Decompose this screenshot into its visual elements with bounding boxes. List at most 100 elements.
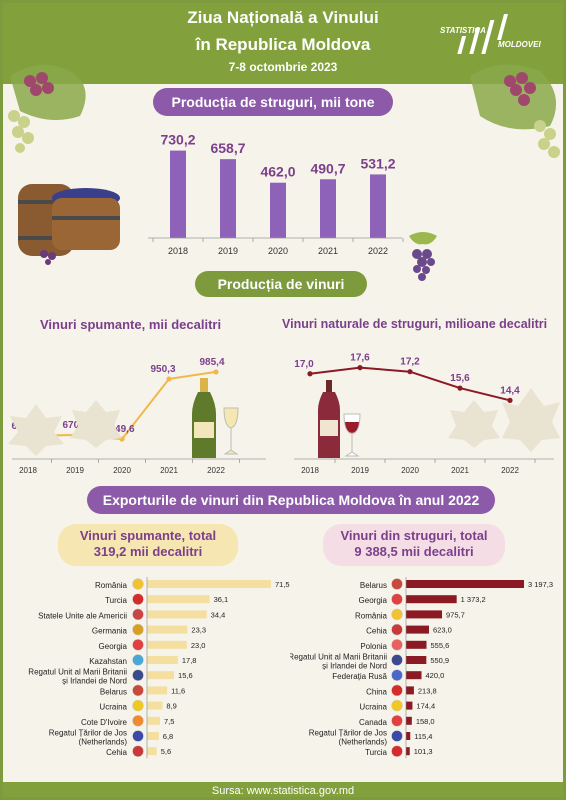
category-label: Regatul Unit al Marii Britanii (28, 668, 127, 677)
bar (147, 625, 188, 634)
statistica-logo: STATISTICA MOLDOVEI (440, 14, 552, 60)
category-label: Cehia (366, 627, 387, 636)
data-label: 17,0 (294, 359, 314, 370)
data-label: 623,0 (433, 626, 452, 635)
bar (147, 610, 207, 619)
data-label: 670,0 (62, 420, 87, 431)
data-label: 23,3 (191, 626, 206, 635)
champagne-illustration (192, 378, 239, 458)
grape-wine-total-badge: Vinuri din struguri, total 9 388,5 mii d… (323, 524, 505, 566)
flag-icon (132, 730, 144, 742)
data-label: 174,4 (416, 702, 435, 711)
data-label: 550,9 (430, 656, 449, 665)
category-label: Germania (92, 627, 128, 636)
flag-icon (132, 699, 144, 712)
data-label: 101,3 (414, 747, 433, 756)
category-label: Cote D'Ivoire (81, 718, 128, 727)
bar (147, 656, 178, 664)
bar (147, 747, 157, 756)
data-label: 36,1 (214, 595, 229, 604)
data-label: 649,6 (109, 424, 134, 435)
bar (406, 580, 524, 588)
data-label: 11,6 (171, 686, 185, 695)
data-point (507, 397, 513, 403)
bar (370, 174, 386, 238)
grapes-left-illustration (8, 64, 86, 153)
category-label: Cehia (106, 748, 127, 757)
page-title: Ziua Națională a Vinului (187, 8, 379, 27)
wines-section-title: Producția de vinuri (195, 271, 367, 297)
flag-icon (132, 745, 144, 757)
grapes-section-title: Producția de struguri, mii tone (153, 88, 393, 116)
bar (147, 716, 161, 725)
bar (406, 671, 422, 680)
data-label: 15,6 (178, 671, 193, 680)
event-dates: 7-8 octombrie 2023 (228, 60, 338, 74)
bar (406, 686, 414, 695)
vine-leaf-icon (502, 388, 560, 452)
vine-leaf-icon (448, 400, 500, 448)
sparkling-total-label: Vinuri spumante, total (79, 528, 217, 543)
category-label: Belarus (100, 687, 127, 696)
category-label: Ucraina (359, 703, 387, 712)
data-label: 34,4 (211, 610, 226, 619)
data-label: 213,8 (418, 686, 437, 695)
category-label: Regatul Țărilor de Jos (49, 729, 127, 738)
data-point (357, 365, 363, 371)
x-tick-label: 2018 (19, 466, 37, 475)
natural-line-chart: 17,0 2018 17,6 2019 17,2 2020 15,6 2021 14,4 2022 (294, 353, 554, 475)
category-label: și Irlandei de Nord (62, 677, 127, 686)
data-label: 15,6 (450, 373, 470, 384)
sparkling-total-value: 319,2 mii decalitri (93, 544, 203, 559)
category-label: Belarus (360, 581, 387, 590)
data-label: 1 373,2 (461, 595, 486, 604)
page-subtitle: în Republica Moldova (195, 35, 371, 54)
category-label: Polonia (360, 642, 387, 651)
data-label: 158,0 (416, 717, 435, 726)
red-wine-illustration (318, 380, 361, 458)
data-label: 14,4 (500, 385, 520, 396)
bar (170, 150, 186, 238)
data-label: 6,8 (163, 732, 173, 741)
flag-icon (132, 608, 144, 621)
category-label: Georgia (359, 596, 388, 605)
bar (406, 656, 427, 664)
category-label: Kazahstan (89, 657, 127, 666)
bar (406, 716, 412, 725)
header-banner: Ziua Națională a Vinului în Republica Mo… (0, 0, 566, 84)
source-footer: Sursa: www.statistica.gov.md (0, 782, 566, 800)
x-tick-label: 2021 (160, 466, 178, 475)
logo-bars-icon (457, 14, 508, 54)
data-label: 8,9 (166, 702, 176, 711)
data-point (407, 369, 413, 375)
barrels-illustration (18, 184, 120, 265)
grapes-bar-chart: 730,2 2018 658,7 2019 462,0 2020 490,7 2021 531,… (148, 132, 404, 256)
flag-icon (391, 623, 403, 636)
data-point (457, 385, 463, 391)
x-tick-label: 2022 (207, 466, 225, 475)
data-label: 17,8 (182, 656, 197, 665)
data-label: 23,0 (191, 641, 206, 650)
logo-text-statistica: STATISTICA (440, 26, 486, 35)
flag-icon (132, 593, 144, 605)
flag-icon (391, 669, 403, 681)
category-label: Federația Rusă (332, 672, 387, 681)
data-label: 950,3 (150, 364, 175, 375)
x-tick-label: 2018 (168, 246, 188, 256)
bar (406, 747, 410, 756)
grape-wine-total-value: 9 388,5 mii decalitri (354, 544, 474, 559)
category-label: (Netherlands) (79, 738, 128, 747)
category-label: Regatul Unit al Marii Britanii (290, 653, 387, 662)
category-label: China (366, 687, 387, 696)
grape-wine-total-label: Vinuri din struguri, total (340, 528, 488, 543)
bar (147, 595, 210, 604)
bar (147, 640, 187, 649)
grape-bunch-illustration (409, 232, 437, 281)
data-point (166, 376, 172, 382)
flag-icon (132, 684, 144, 697)
bar (406, 701, 413, 710)
data-label: 730,2 (160, 132, 195, 148)
sparkling-total-badge: Vinuri spumante, total 319,2 mii decalit… (58, 524, 238, 566)
category-label: Turcia (365, 748, 387, 757)
x-tick-label: 2018 (301, 466, 319, 475)
